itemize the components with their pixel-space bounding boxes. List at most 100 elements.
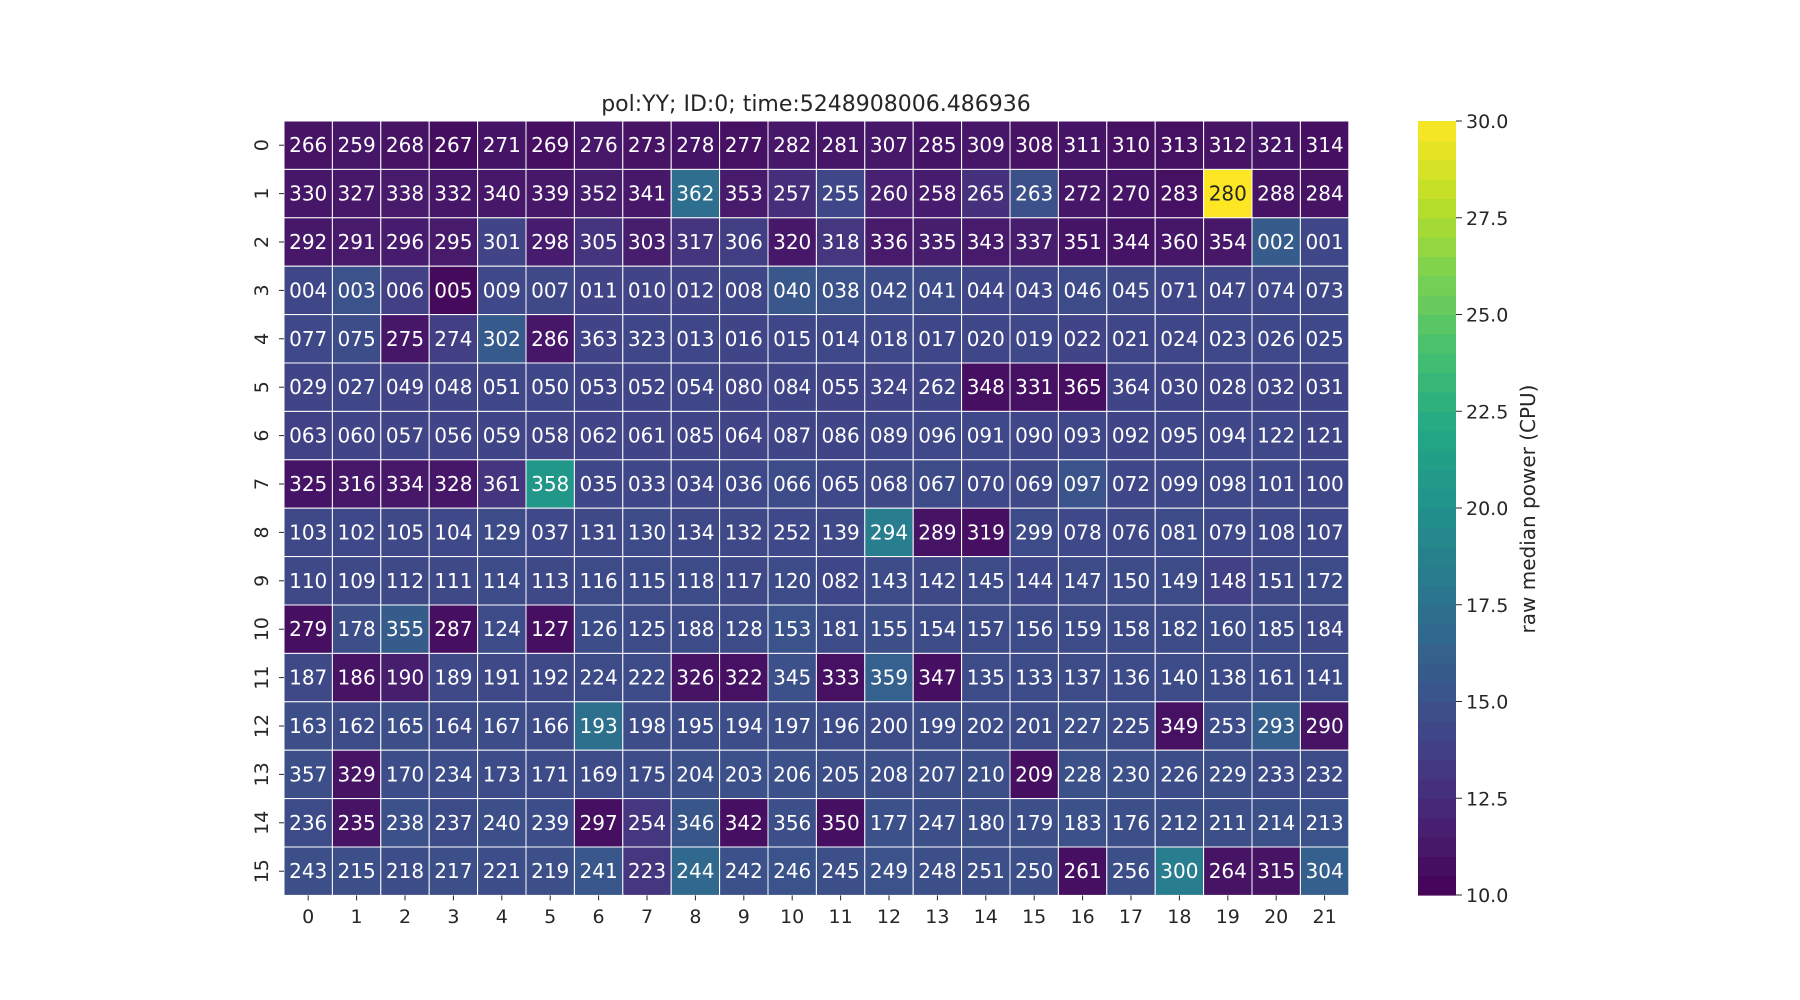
cell-annotation: 212 (1160, 811, 1198, 835)
heatmap-cell (815, 362, 866, 412)
cell-annotation: 261 (1064, 859, 1102, 883)
cell-annotation: 148 (1209, 569, 1247, 593)
heatmap-cell (525, 604, 575, 654)
heatmap-cell (1154, 362, 1205, 412)
cell-annotation: 198 (628, 714, 666, 738)
cell-annotation: 246 (773, 859, 811, 883)
heatmap-cell (1009, 120, 1059, 170)
heatmap-cell (670, 168, 721, 219)
cell-annotation: 147 (1064, 569, 1102, 593)
heatmap-cell (864, 362, 914, 412)
cell-annotation: 348 (967, 375, 1005, 399)
cell-annotation: 042 (870, 278, 908, 302)
colorbar-segment (1418, 701, 1456, 722)
heatmap-cell (622, 362, 672, 412)
cell-annotation: 241 (580, 859, 618, 883)
heatmap-cell (1203, 217, 1253, 267)
heatmap-cell (719, 798, 769, 848)
colorbar-segment (1418, 256, 1456, 277)
cell-annotation: 024 (1160, 327, 1198, 351)
colorbar-segment (1418, 295, 1456, 316)
colorbar-tick-label: 27.5 (1466, 208, 1508, 230)
cell-annotation: 121 (1306, 424, 1344, 448)
heatmap-cell (477, 701, 527, 751)
colorbar-segment (1418, 353, 1456, 374)
cell-annotation: 328 (434, 472, 472, 496)
y-tick-label: 11 (251, 666, 273, 690)
x-tick-label: 19 (1216, 906, 1240, 928)
heatmap-cell (815, 749, 866, 800)
cell-annotation: 318 (822, 230, 860, 254)
cell-annotation: 175 (628, 762, 666, 786)
colorbar-segment (1418, 198, 1456, 219)
heatmap-cell (1106, 798, 1156, 848)
cell-annotation: 054 (676, 375, 714, 399)
heatmap-cell (1251, 507, 1301, 558)
cell-annotation: 046 (1064, 278, 1102, 302)
cell-annotation: 362 (676, 182, 714, 206)
heatmap-cell (912, 798, 963, 848)
heatmap-cell (670, 652, 721, 703)
heatmap-cell (1057, 217, 1108, 267)
heatmap-cell (622, 265, 672, 316)
cell-annotation: 132 (725, 520, 763, 544)
heatmap-cell (1154, 604, 1205, 654)
cell-annotation: 196 (822, 714, 860, 738)
cell-annotation: 338 (386, 182, 424, 206)
heatmap-cell (815, 217, 866, 267)
heatmap-cell (525, 217, 575, 267)
heatmap-cell (1057, 168, 1108, 219)
heatmap-cell (380, 507, 430, 558)
cell-annotation: 308 (1015, 133, 1053, 157)
cell-annotation: 311 (1064, 133, 1102, 157)
heatmap-cell (477, 652, 527, 703)
cell-annotation: 262 (918, 375, 956, 399)
cell-annotation: 300 (1160, 859, 1198, 883)
cell-annotation: 157 (967, 617, 1005, 641)
cell-annotation: 313 (1160, 133, 1198, 157)
cell-annotation: 005 (434, 278, 472, 302)
heatmap-cell (477, 362, 527, 412)
cell-annotation: 124 (483, 617, 521, 641)
cell-annotation: 092 (1112, 424, 1150, 448)
colorbar-segment (1418, 275, 1456, 296)
heatmap-cell (477, 168, 527, 219)
cell-annotation: 344 (1112, 230, 1150, 254)
heatmap-cell (1009, 314, 1059, 364)
heatmap-cell (1203, 798, 1253, 848)
y-tick-label: 10 (251, 617, 273, 641)
heatmap-cell (1299, 556, 1350, 606)
y-tick-label: 9 (251, 575, 273, 587)
cell-annotation: 045 (1112, 278, 1150, 302)
heatmap-cell (622, 120, 672, 170)
heatmap-cell (719, 749, 769, 800)
colorbar-segment (1418, 624, 1456, 645)
colorbar-segment (1418, 179, 1456, 199)
heatmap-cell (380, 217, 430, 267)
cell-annotation: 317 (676, 230, 714, 254)
heatmap-cell (1057, 604, 1108, 654)
y-tick-label: 12 (251, 714, 273, 738)
heatmap-cell (912, 120, 963, 170)
heatmap-cell (1057, 701, 1108, 751)
cell-annotation: 066 (773, 472, 811, 496)
heatmap-cell (1299, 217, 1350, 267)
cell-annotation: 227 (1064, 714, 1102, 738)
x-tick-label: 16 (1071, 906, 1095, 928)
heatmap-cell (573, 265, 624, 316)
cell-annotation: 305 (580, 230, 618, 254)
heatmap-cell (961, 168, 1011, 219)
cell-annotation: 040 (773, 278, 811, 302)
heatmap-cell (912, 701, 963, 751)
cell-annotation: 158 (1112, 617, 1150, 641)
heatmap-cell (331, 120, 382, 170)
cell-annotation: 078 (1064, 520, 1102, 544)
heatmap-cell (767, 314, 817, 364)
cell-annotation: 009 (483, 278, 521, 302)
heatmap-cell (767, 846, 817, 896)
cell-annotation: 165 (386, 714, 424, 738)
cell-annotation: 151 (1257, 569, 1295, 593)
cell-annotation: 115 (628, 569, 666, 593)
cell-annotation: 149 (1160, 569, 1198, 593)
